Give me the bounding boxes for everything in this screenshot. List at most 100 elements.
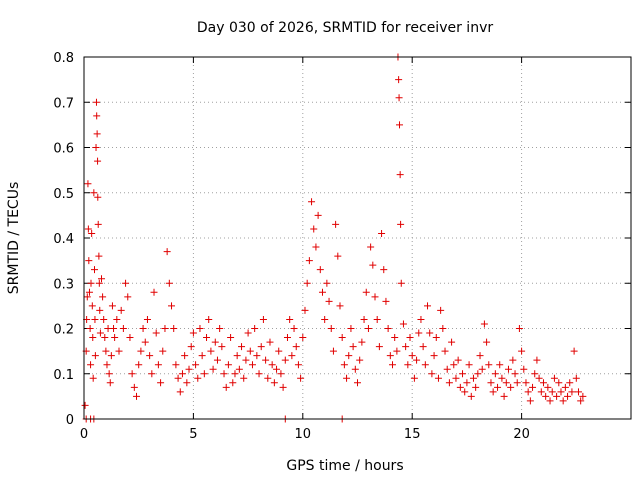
data-point	[279, 383, 287, 391]
data-point	[428, 370, 436, 378]
data-point	[323, 279, 331, 287]
data-point	[152, 329, 160, 337]
data-point	[251, 325, 259, 332]
data-point	[174, 374, 182, 382]
data-point	[535, 374, 543, 382]
data-point	[461, 388, 469, 396]
data-point	[445, 379, 453, 387]
data-point	[126, 334, 134, 342]
data-point	[231, 370, 239, 378]
y-tick-label: 0.1	[53, 368, 74, 383]
data-point	[364, 325, 372, 332]
data-point	[213, 356, 221, 364]
data-point	[520, 365, 528, 373]
data-point	[395, 94, 403, 102]
data-point	[373, 315, 381, 323]
data-point	[511, 370, 519, 378]
data-point	[235, 365, 243, 373]
grid-lines	[84, 57, 631, 419]
data-point	[362, 288, 370, 296]
data-point	[542, 392, 550, 400]
data-point	[303, 279, 311, 287]
data-point	[102, 347, 110, 355]
data-point	[115, 347, 123, 355]
data-point	[539, 379, 547, 387]
data-point	[369, 261, 377, 269]
data-point	[533, 356, 541, 364]
data-point	[244, 329, 252, 337]
data-point	[183, 379, 191, 387]
data-point	[185, 365, 193, 373]
data-point	[95, 252, 103, 260]
data-point	[270, 379, 278, 387]
data-point	[88, 229, 96, 237]
data-point	[419, 343, 427, 351]
data-point	[297, 374, 305, 382]
data-point	[439, 325, 447, 332]
data-point	[178, 370, 186, 378]
data-point	[437, 306, 445, 314]
data-point	[93, 112, 101, 120]
data-point	[572, 374, 580, 382]
data-point	[386, 352, 394, 360]
data-point	[421, 361, 429, 369]
data-point	[84, 225, 92, 233]
data-point	[494, 383, 502, 391]
data-point	[222, 383, 230, 391]
data-point	[122, 279, 130, 287]
x-tick-label: 10	[295, 427, 312, 442]
data-point	[351, 365, 359, 373]
data-point	[292, 343, 300, 351]
y-tick-labels: 0 0.1 0.2 0.3 0.4 0.5 0.6 0.7 0.8	[53, 51, 74, 428]
data-point	[105, 370, 113, 378]
data-point	[393, 347, 401, 355]
y-tick-label: 0	[66, 413, 74, 428]
x-axis-label: GPS time / hours	[286, 458, 403, 474]
data-point	[181, 352, 189, 360]
data-point	[356, 356, 364, 364]
data-point	[526, 397, 534, 405]
data-point	[347, 325, 355, 332]
data-point	[452, 374, 460, 382]
data-point	[305, 257, 313, 265]
data-point	[410, 374, 418, 382]
data-point	[91, 352, 99, 360]
data-point	[81, 401, 89, 409]
data-point	[110, 325, 118, 332]
data-point	[194, 374, 202, 382]
data-point	[515, 325, 523, 332]
data-point	[220, 370, 228, 378]
data-point	[430, 352, 438, 360]
data-point	[546, 397, 554, 405]
y-tick-label: 0.6	[53, 142, 74, 157]
data-point	[240, 374, 248, 382]
data-point	[502, 379, 510, 387]
data-point	[417, 315, 425, 323]
data-point	[85, 257, 93, 265]
data-point	[286, 315, 294, 323]
data-point	[507, 383, 515, 391]
data-point	[139, 325, 147, 332]
data-point	[380, 266, 388, 274]
data-point	[329, 347, 337, 355]
data-point	[564, 392, 572, 400]
data-point	[111, 334, 119, 342]
data-point	[95, 279, 103, 287]
data-point	[321, 315, 329, 323]
data-point	[349, 343, 357, 351]
data-point	[396, 121, 404, 129]
data-point	[119, 325, 127, 332]
data-point	[498, 374, 506, 382]
data-point	[518, 347, 526, 355]
data-point	[500, 392, 508, 400]
data-point	[275, 347, 283, 355]
data-point	[299, 334, 307, 342]
data-point	[474, 370, 482, 378]
data-point	[168, 302, 176, 310]
data-point	[308, 198, 316, 206]
data-point	[314, 211, 322, 219]
data-point	[189, 329, 197, 337]
data-point	[332, 220, 340, 228]
y-tick-label: 0.4	[53, 232, 74, 247]
